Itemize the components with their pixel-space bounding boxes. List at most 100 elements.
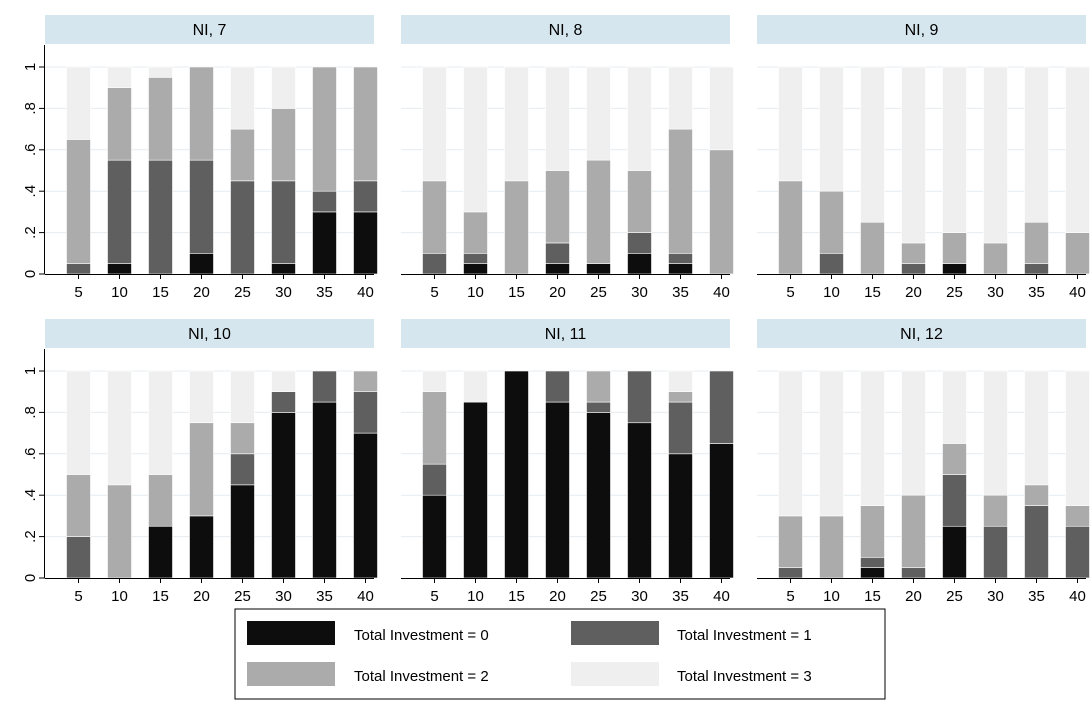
bar-segment [463,401,488,579]
bar-segment [545,263,570,275]
bar-segment [271,370,296,393]
bar-segment [504,66,529,182]
bar-segment [545,242,570,264]
bar-segment [942,370,967,444]
y-tick-label: .8 [22,102,39,115]
panel-title: NI, 12 [900,326,943,343]
panel-title: NI, 7 [193,22,227,39]
x-tick-label: 10 [111,284,128,301]
panel-3: NI, 9 5 10 15 20 25 30 35 40 [757,15,1090,301]
bar-segment [668,401,693,455]
x-tick-label: 10 [823,284,840,301]
bar-segment [545,66,570,171]
bar-segment [860,567,885,579]
bar-segment [271,180,296,264]
bar-segment [778,567,803,579]
x-tick-label: 35 [1028,588,1045,605]
bar-segment [504,180,529,275]
x-tick-label: 40 [1069,284,1086,301]
panel-5: NI, 11 5 10 15 20 25 30 35 40 [401,319,734,605]
bar-segment [66,474,91,537]
bar-segment [983,66,1008,244]
x-tick-label: 25 [946,284,963,301]
panel-title: NI, 11 [545,326,587,343]
y-tick-label: .4 [22,489,39,502]
bar-segment [148,66,173,78]
bar-segment [860,370,885,506]
bar-segment [66,536,91,579]
bar-segment [668,370,693,393]
bar-segment [668,128,693,254]
x-tick-label: 10 [111,588,128,605]
bar-segment [942,474,967,527]
y-tick-label: .6 [22,448,39,461]
bar-segment [942,263,967,275]
bar-segment [1024,370,1049,486]
bar-segment [1065,232,1090,275]
y-tick-label: .6 [22,144,39,157]
bar-segment [668,253,693,264]
bar-segment [148,525,173,579]
bar-segment [312,211,337,275]
x-tick-label: 30 [987,588,1004,605]
legend: Total Investment = 0 Total Investment = 1… [234,608,886,700]
x-tick-label: 40 [713,284,730,301]
panel-title-strip [401,15,730,44]
bar-segment [545,401,570,579]
y-tick-label: .2 [22,530,39,543]
bar-segment [504,370,529,579]
panel-title-strip [45,15,374,44]
bar-segment [709,66,734,151]
bar-segment [1065,505,1090,527]
bar-segment [107,370,132,486]
x-tick-label: 20 [905,588,922,605]
x-tick-label: 5 [74,284,82,301]
bar-segment [942,232,967,264]
legend-frame [234,608,886,700]
bar-segment [627,66,652,171]
legend-swatch [571,621,659,645]
bar-segment [901,494,926,568]
x-tick-label: 40 [713,588,730,605]
bar-segment [189,422,214,517]
bar-segment [422,494,447,579]
bar-segment [1065,525,1090,579]
legend-swatch [571,662,659,686]
x-tick-label: 35 [672,284,689,301]
x-tick-label: 10 [823,588,840,605]
bar-segment [819,66,844,192]
x-tick-label: 15 [864,284,881,301]
bar-segment [819,190,844,254]
x-tick-label: 25 [946,588,963,605]
bar-segment [901,567,926,579]
x-tick-label: 30 [631,588,648,605]
bar-segment [271,263,296,275]
x-tick-label: 20 [193,284,210,301]
bar-segment [148,77,173,161]
x-tick-label: 20 [905,284,922,301]
legend-label: Total Investment = 3 [677,668,812,685]
bar-segment [230,66,255,130]
bar-segment [668,391,693,403]
x-tick-label: 25 [234,284,251,301]
panel-title-strip [45,319,374,348]
bar-segment [627,232,652,254]
bar-segment [1024,221,1049,264]
bar-segment [463,211,488,254]
bar-segment [586,159,611,264]
bar-segment [983,494,1008,527]
panel-title: NI, 10 [188,326,231,343]
bar-segment [463,66,488,213]
bar-segment [1065,66,1090,233]
bar-segment [230,370,255,424]
bar-segment [778,66,803,182]
x-tick-label: 25 [590,588,607,605]
bar-segment [819,515,844,579]
bar-segment [942,66,967,233]
bar-segment [353,66,378,182]
x-tick-label: 35 [316,284,333,301]
panel-1: NI, 7 5 10 15 20 25 30 35 40 0 .2 .4 .6 .8 1 [22,15,378,301]
bar-segment [422,66,447,182]
panel-title-strip [757,319,1086,348]
bar-segment [627,170,652,233]
